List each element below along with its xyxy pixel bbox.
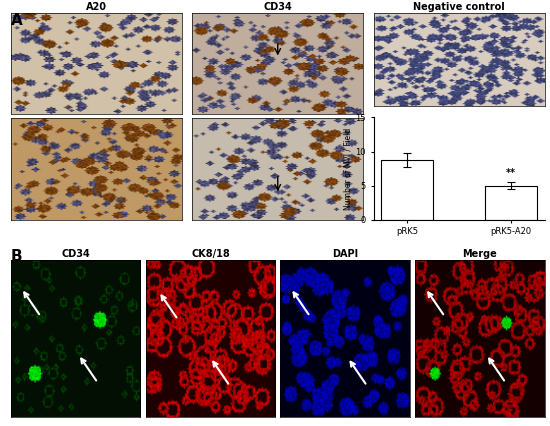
Bar (381, 160, 433, 220)
Y-axis label: Number of MVI / Field: Number of MVI / Field (344, 127, 353, 210)
Text: **: ** (506, 168, 516, 178)
Title: DAPI: DAPI (332, 249, 358, 259)
Title: CD34: CD34 (62, 249, 90, 259)
Title: CD34: CD34 (263, 2, 292, 12)
Title: Merge: Merge (463, 249, 497, 259)
Title: Negative control: Negative control (413, 2, 505, 12)
Title: A20: A20 (86, 2, 107, 12)
Text: A: A (11, 13, 23, 28)
Title: CK8/18: CK8/18 (191, 249, 230, 259)
Bar (485, 186, 537, 220)
Text: B: B (11, 249, 23, 264)
